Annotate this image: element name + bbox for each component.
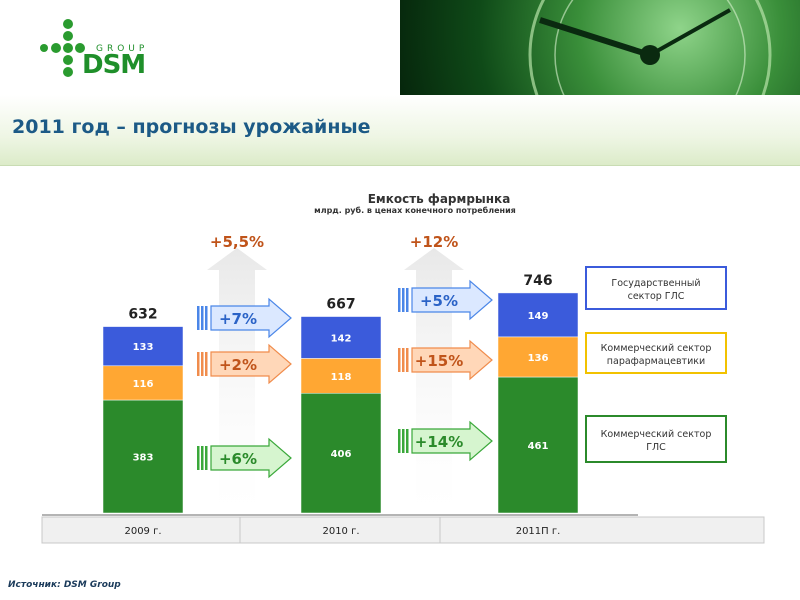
- legend-label-line: сектор ГЛС: [628, 291, 685, 302]
- legend: Государственный сектор ГЛС Коммерческий се…: [585, 266, 727, 463]
- arrow-tick: [406, 348, 409, 372]
- logo-text: DSM: [82, 50, 146, 80]
- bar-value-label: 116: [133, 379, 154, 390]
- arrow-tick: [201, 306, 204, 330]
- arrow-tick: [205, 446, 208, 470]
- growth-side-arrow: [411, 339, 493, 381]
- bar-segment-1-0: [102, 365, 184, 401]
- header: GROUP DSM: [0, 0, 800, 95]
- source-label: Источник:: [8, 580, 61, 590]
- segment-growth-arrows: +6% +2% +7% +14% +15% +5%: [197, 279, 493, 479]
- segment-growth-label: +6%: [219, 450, 257, 468]
- legend-label-line: ГЛС: [646, 442, 666, 453]
- bar-value-label: 136: [528, 353, 549, 364]
- arrow-tick: [205, 352, 208, 376]
- clock-decoration-icon: [528, 0, 772, 95]
- segment-growth-label: +5%: [420, 292, 458, 310]
- bar-value-label: 383: [133, 453, 154, 464]
- legend-box: [585, 415, 727, 463]
- arrow-tick: [205, 306, 208, 330]
- bar-segment-1-1: [300, 358, 382, 394]
- chart-subtitle: млрд. руб. в ценах конечного потребления: [314, 205, 516, 215]
- growth-total-label: +12%: [410, 233, 458, 251]
- growth-side-arrow: [210, 297, 292, 339]
- x-tick-label: 2010 г.: [322, 526, 359, 537]
- bars-group: 383 116 133 632 406 118 142 667 461 136 149 746: [102, 273, 579, 514]
- bar-segment-0-2: [497, 376, 579, 514]
- legend-label-line: Коммерческий сектор: [601, 429, 712, 440]
- growth-side-arrow: [411, 420, 493, 462]
- source-value: DSM Group: [63, 580, 121, 590]
- growth-side-arrow: [210, 343, 292, 385]
- growth-total-label: +5,5%: [210, 233, 264, 251]
- source-note: Источник: DSM Group: [8, 580, 121, 590]
- logo-cross-icon: [40, 19, 85, 77]
- bar-value-label: 118: [331, 372, 352, 383]
- page-title: 2011 год – прогнозы урожайные: [12, 116, 371, 138]
- arrow-tick: [402, 348, 405, 372]
- bar-segment-2-1: [300, 316, 382, 359]
- arrow-tick: [398, 348, 401, 372]
- legend-label-line: парафармацевтики: [607, 356, 705, 367]
- arrow-tick: [402, 429, 405, 453]
- title-bar: [0, 95, 800, 166]
- x-axis: 2009 г. 2010 г. 2011П г.: [41, 514, 765, 544]
- legend-label-line: Коммерческий сектор: [601, 343, 712, 354]
- growth-side-arrow: [411, 279, 493, 321]
- bar-segment-0-1: [300, 392, 382, 514]
- axis-band: [41, 516, 765, 544]
- bar-segment-2-0: [102, 326, 184, 367]
- arrow-tick: [398, 288, 401, 312]
- bar-value-label: 406: [331, 449, 352, 460]
- bar-total-label: 746: [523, 273, 552, 289]
- arrow-tick: [201, 352, 204, 376]
- arrow-tick: [402, 288, 405, 312]
- bar-total-label: 667: [326, 297, 355, 313]
- logo-group-text: GROUP: [96, 44, 149, 54]
- segment-growth-label: +7%: [219, 310, 257, 328]
- arrow-tick: [197, 352, 200, 376]
- segment-growth-label: +2%: [219, 356, 257, 374]
- bar-segment-1-2: [497, 336, 579, 378]
- arrow-tick: [406, 429, 409, 453]
- growth-side-arrow: [210, 437, 292, 479]
- x-tick-label: 2011П г.: [516, 526, 561, 537]
- bar-value-label: 149: [528, 311, 549, 322]
- legend-label-line: Государственный: [611, 278, 700, 289]
- x-tick-label: 2009 г.: [124, 526, 161, 537]
- arrow-tick: [197, 306, 200, 330]
- chart-title: Емкость фармрынка: [368, 192, 511, 206]
- legend-box: [585, 266, 727, 310]
- legend-box: [585, 332, 727, 374]
- arrow-tick: [398, 429, 401, 453]
- segment-growth-label: +15%: [415, 352, 463, 370]
- bar-value-label: 142: [331, 333, 352, 344]
- arrow-tick: [197, 446, 200, 470]
- segment-growth-label: +14%: [415, 433, 463, 451]
- growth-up-arrow: [207, 248, 267, 515]
- bar-segment-2-2: [497, 292, 579, 338]
- bar-total-label: 632: [128, 307, 157, 323]
- header-photo: [400, 0, 800, 95]
- bar-segment-0-0: [102, 399, 184, 514]
- bar-value-label: 133: [133, 342, 154, 353]
- arrow-tick: [406, 288, 409, 312]
- bar-value-label: 461: [528, 441, 549, 452]
- arrow-tick: [201, 446, 204, 470]
